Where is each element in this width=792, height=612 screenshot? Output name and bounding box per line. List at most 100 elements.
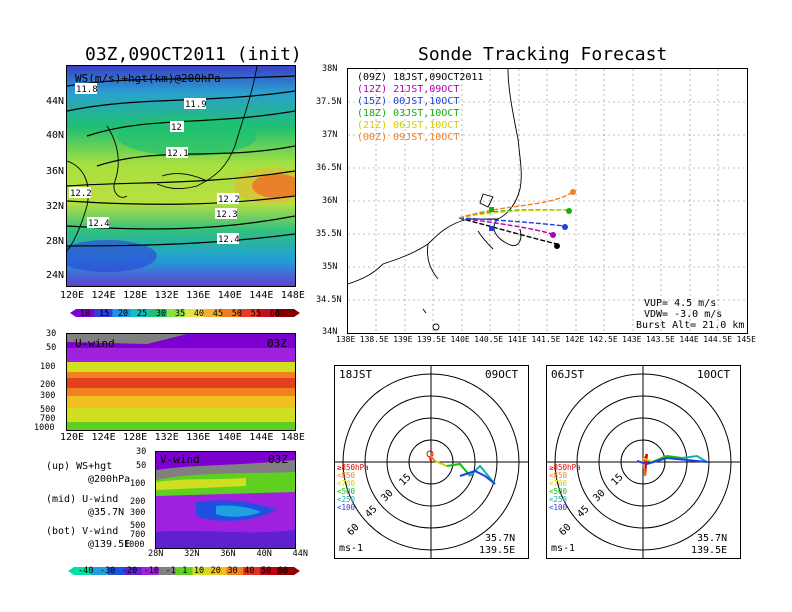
uwind-svg: U-wind 03Z	[67, 334, 295, 430]
contour-label: 12.3	[216, 210, 238, 220]
uwind-lon-tick: 132E	[154, 432, 179, 443]
track-lat-tick: 38N	[322, 64, 338, 74]
uwind-panel: U-wind 03Z	[66, 333, 296, 431]
left-title: 03Z,09OCT2011 (init)	[85, 44, 302, 65]
legend-mid-a: (mid) U-wind	[46, 494, 119, 505]
wind-cbar-label: 30	[227, 566, 238, 576]
colorbar-swatch	[203, 309, 222, 317]
ws-cbar-label: 50	[231, 309, 242, 319]
polar-level-legend: ≥850hPa <850 <700 <500 <250 <100	[549, 463, 581, 512]
ring-label: 30	[591, 488, 607, 504]
legend-bot-a: (bot) V-wind	[46, 526, 119, 537]
uwind-p-tick: 50	[46, 343, 57, 353]
track-lat-tick: 35N	[322, 262, 338, 272]
legend-up-b: @200hPa	[88, 474, 131, 485]
colorbar-swatch	[192, 567, 210, 575]
ws-blob	[117, 116, 257, 156]
map-lat-tick: 36N	[46, 166, 65, 177]
launch-utc: (12Z)	[357, 84, 388, 95]
level-label: <850	[337, 471, 356, 480]
ring-label: 60	[557, 522, 573, 538]
wind-cbar-label: 40	[244, 566, 255, 576]
endpoint-12z	[550, 232, 556, 238]
track-lon-tick: 144.5E	[703, 335, 733, 344]
level-label: <100	[549, 503, 568, 512]
wind-cbar-label: 60	[277, 566, 288, 576]
track-lon-tick: 139.5E	[417, 335, 446, 344]
colorbar-swatch	[124, 567, 143, 575]
colorbar-arrow-left	[70, 309, 76, 317]
wind-cbar-label: 20	[210, 566, 221, 576]
vwind-label: V-wind	[160, 453, 200, 466]
japan-coastline	[348, 69, 522, 331]
launch-row: (00Z) 09JST,10OCT	[357, 132, 483, 144]
ws-cbar-label: 20	[117, 309, 129, 319]
colorbar-swatch	[243, 567, 261, 575]
level-label: <500	[549, 487, 568, 496]
launch-jst: 09JST,10OCT	[393, 132, 460, 143]
wind-colorbar-labels: -40 -30 -20 -10 -1 1 10 20 30 40 50 60	[78, 566, 288, 576]
contour-label: 12.1	[167, 149, 189, 159]
colorbar-arrow-left	[68, 567, 74, 575]
colorbar-swatch	[158, 567, 177, 575]
wind-cbar-label: 1	[182, 566, 188, 576]
track-15z	[458, 217, 566, 227]
launch-jst: 18JST,09OCT2011	[393, 72, 484, 83]
ws-cbar-label: 60	[269, 309, 280, 319]
polar-date: 09OCT	[485, 368, 518, 381]
track-lon-tick: 144E	[679, 335, 699, 344]
vwind-svg: V-wind 03Z	[156, 452, 295, 548]
legend-up-a: (up) WS+hgt	[46, 461, 113, 472]
ws-colorbar-labels: 10 15 20 25 30 35 40 45 50 55 60	[80, 309, 280, 319]
polar-lon: 139.5E	[691, 545, 727, 556]
colorbar-swatch	[209, 567, 227, 575]
hodograph-left	[426, 450, 496, 485]
colorbar-swatch	[257, 309, 277, 317]
track-lat-tick: 35.5N	[316, 229, 342, 239]
polar-level-legend: ≥850hPa <850 <700 <500 <250 <100	[337, 463, 369, 512]
vwind-lat-tick: 40N	[256, 549, 272, 559]
legend-up: (up) WS+hgt @200hPa	[46, 460, 130, 486]
contour-labels: 11.8 11.9 12 12.1 12.2 12.3 12.4 12.4 12…	[69, 83, 240, 245]
vwind-p-tick: 1000	[124, 540, 145, 550]
colorbar-swatch	[130, 309, 150, 317]
ws-map-panel: WS(m/s)+hgt(km)@200hPa 11.8 11.9 12 12.1…	[66, 65, 296, 287]
track-09z	[458, 217, 558, 245]
track-lon-tick: 143E	[622, 335, 642, 344]
uwind-lon-tick: 140E	[217, 432, 242, 443]
uwind-p-tick: 500	[40, 405, 56, 415]
polar-unit: ms-1	[551, 543, 575, 554]
ring-label: 60	[345, 522, 361, 538]
tracking-map-svg	[348, 69, 747, 333]
wind-cbar-label: 10	[193, 566, 205, 576]
legend-mid-b: @35.7N	[88, 507, 125, 518]
polar-left-svg: 15 30 45 60 18JST 09OCT ≥850hPa <850 <70…	[335, 366, 528, 558]
polar-left-panel: 15 30 45 60 18JST 09OCT ≥850hPa <850 <70…	[334, 365, 529, 559]
legend-bot-b: @139.5E	[88, 539, 131, 550]
launch-row: (12Z) 21JST,09OCT	[357, 84, 483, 96]
ws-cbar-label: 15	[98, 309, 110, 319]
launch-utc: (15Z)	[357, 96, 388, 107]
polar-right-panel: 15 30 45 60 06JST 10OCT ≥850hPa <850 <70…	[546, 365, 741, 559]
launch-jst: 03JST,10OCT	[393, 108, 460, 119]
ring-label: 45	[363, 504, 379, 520]
endpoint-18z	[566, 208, 572, 214]
contour-label: 12.4	[218, 235, 240, 245]
launch-legend: (09Z) 18JST,09OCT2011 (12Z) 21JST,09OCT …	[357, 72, 483, 144]
map-lat-tick: 24N	[46, 270, 65, 281]
polar-lat: 35.7N	[697, 533, 727, 544]
uwind-p-tick: 30	[46, 329, 57, 339]
map-lat-tick: 28N	[46, 236, 65, 247]
contour-label: 11.8	[76, 85, 98, 95]
map-lon-tick: 144E	[249, 290, 274, 301]
level-label: <700	[549, 479, 568, 488]
track-lon-tick: 141E	[507, 335, 527, 344]
param-vup: VUP= 4.5 m/s	[644, 298, 717, 309]
track-lon-tick: 142.5E	[588, 335, 618, 344]
vwind-lat-tick: 32N	[184, 549, 200, 559]
ws-cbar-label: 30	[155, 309, 167, 319]
tracks	[458, 191, 574, 245]
contour-label: 12.2	[70, 189, 92, 199]
track-lon-tick: 139E	[393, 335, 413, 344]
endpoint-00z	[570, 189, 576, 195]
